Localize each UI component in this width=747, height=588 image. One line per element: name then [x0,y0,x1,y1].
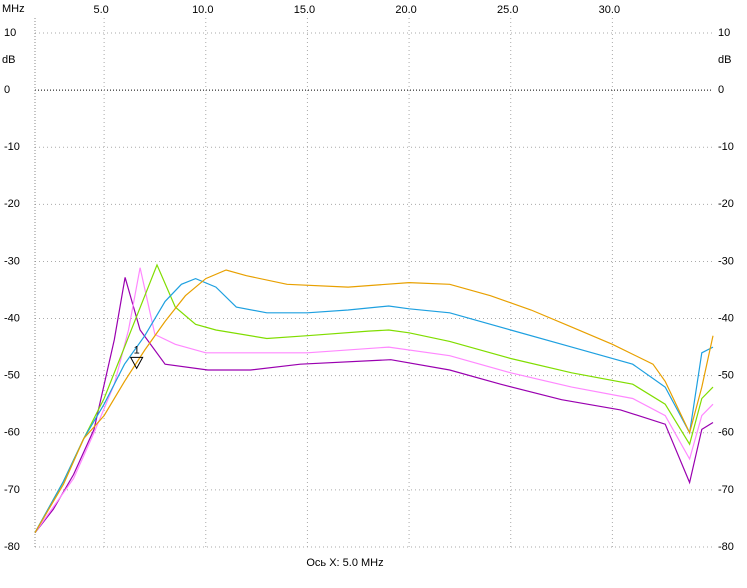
x-axis-label: Ось X: 5.0 MHz [306,557,383,569]
y-tick-label: -50 [4,370,20,382]
y-tick-label: -40 [4,312,20,324]
y-tick-label-right: -50 [718,370,734,382]
y-tick-label-right: -60 [718,427,734,439]
x-unit: MHz [2,3,25,15]
y-unit: dB [2,54,15,66]
y-tick-label-right: -20 [718,198,734,210]
y-tick-label-right: 10 [718,27,730,39]
y-tick-label-right: -10 [718,141,734,153]
x-tick-label: 25.0 [497,4,518,16]
x-tick-label: 15.0 [294,4,315,16]
y-tick-label-right: -30 [718,255,734,267]
y-tick-label-right: 0 [718,84,724,96]
y-tick-label: -10 [4,141,20,153]
series-line [34,263,714,533]
y-tick-label-right: -40 [718,312,734,324]
y-unit-right: dB [718,54,731,66]
y-tick-label-right: -80 [718,541,734,553]
x-tick-label: 10.0 [192,4,213,16]
y-tick-label: -70 [4,484,20,496]
x-tick-label: 20.0 [395,4,416,16]
marker-label: 1 [134,344,140,356]
series-line [34,267,714,534]
y-tick-label: 0 [4,84,10,96]
y-tick-label: 10 [4,27,16,39]
series-line [34,269,714,534]
x-tick-label: 30.0 [599,4,620,16]
y-tick-label: -60 [4,427,20,439]
x-tick-label: 5.0 [93,4,108,16]
y-tick-label: -30 [4,255,20,267]
y-tick-label: -20 [4,198,20,210]
marker [129,356,144,370]
series-line [34,277,714,533]
y-tick-label-right: -70 [718,484,734,496]
y-tick-label: -80 [4,541,20,553]
